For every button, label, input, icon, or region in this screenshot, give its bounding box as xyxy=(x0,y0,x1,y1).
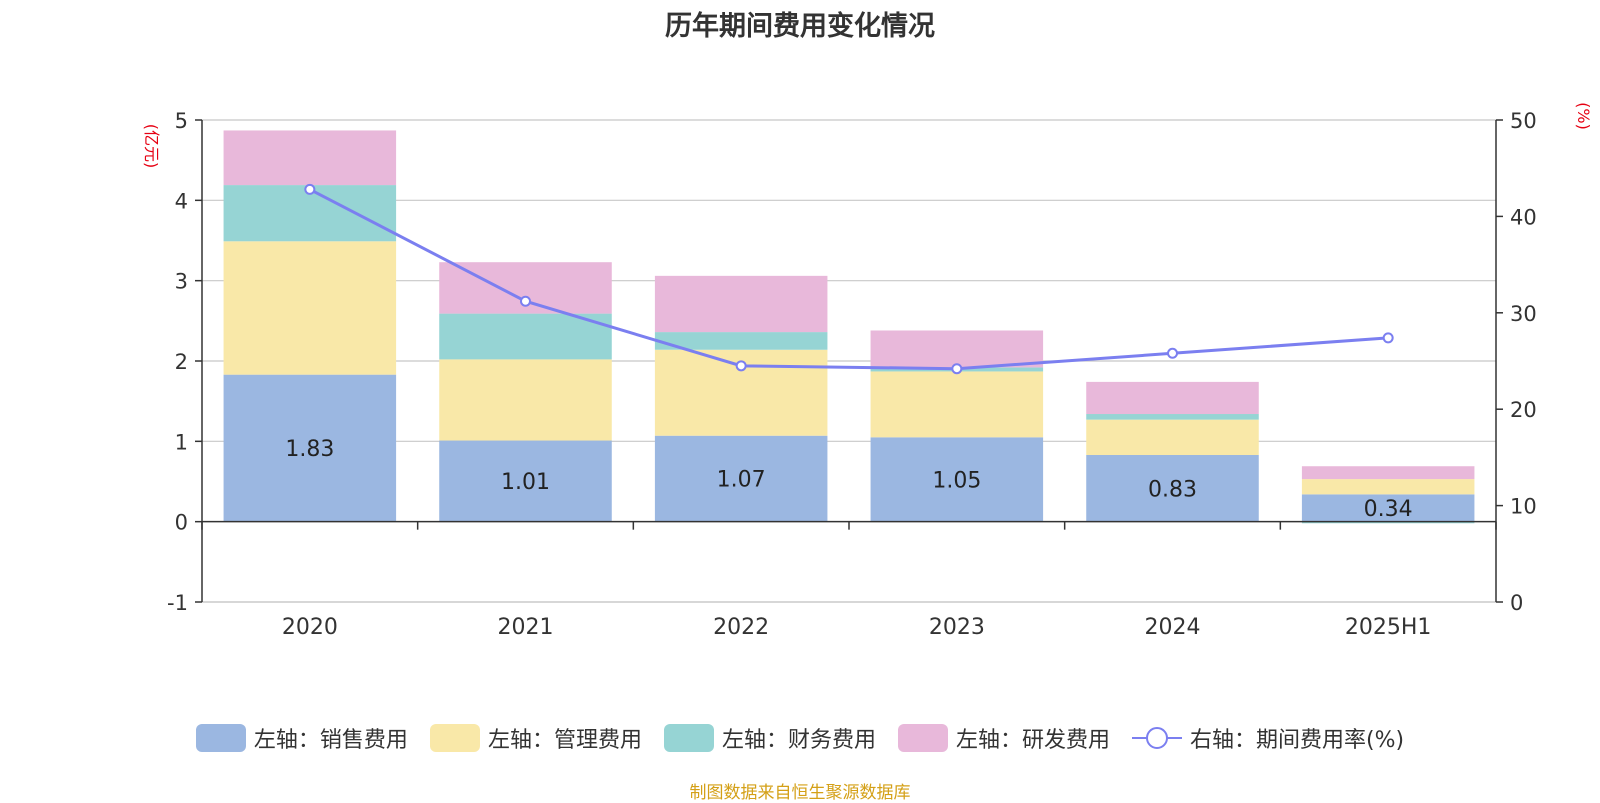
x-axis-tick-label: 2025H1 xyxy=(1345,615,1432,640)
left-axis-unit: (亿元) xyxy=(142,124,161,169)
x-axis-tick-label: 2020 xyxy=(282,615,338,640)
bar-2021-s1[interactable] xyxy=(439,359,612,441)
legend-item-rnd[interactable]: 左轴：研发费用 xyxy=(897,722,1110,754)
bar-2023-s0[interactable] xyxy=(870,437,1044,522)
bar-2025H1-s0[interactable] xyxy=(1301,494,1475,522)
rate-point-2023[interactable] xyxy=(951,363,963,375)
rate-point-2022[interactable] xyxy=(735,360,747,372)
right-axis-tick-label: 0 xyxy=(1510,591,1523,615)
data-label: 1.07 xyxy=(717,468,766,493)
left-axis-tick-label: 5 xyxy=(175,109,188,133)
grid-lines xyxy=(202,119,1496,603)
bar-2021-s2[interactable] xyxy=(439,313,612,360)
x-axis-tick-label: 2022 xyxy=(713,615,769,640)
right-axis-tick-label: 30 xyxy=(1510,302,1537,326)
right-axis-tick-label: 40 xyxy=(1510,205,1537,229)
bar-2022-s3[interactable] xyxy=(654,275,828,333)
left-axis-tick-label: -1 xyxy=(167,591,188,615)
left-axis-tick-label: 2 xyxy=(175,350,188,374)
legend-label-sales: 左轴：销售费用 xyxy=(253,728,408,753)
right-axis-tick-label: 50 xyxy=(1510,109,1537,133)
legend-label-rnd: 左轴：研发费用 xyxy=(955,728,1110,753)
bar-2025H1-s1[interactable] xyxy=(1301,479,1475,495)
bar-2021-s0[interactable] xyxy=(439,440,612,522)
bar-2020-s1[interactable] xyxy=(223,241,397,375)
rate-line-layer xyxy=(304,183,1394,375)
legend-item-rate[interactable]: 右轴：期间费用率(%) xyxy=(1131,722,1405,754)
legend-item-sales[interactable]: 左轴：销售费用 xyxy=(195,722,408,754)
bar-2025H1-s2[interactable] xyxy=(1301,521,1475,524)
bar-2020-s0[interactable] xyxy=(223,374,397,522)
bar-2020-s3[interactable] xyxy=(223,130,397,186)
legend-swatch-rnd xyxy=(897,724,948,752)
right-axis-unit: (%) xyxy=(1574,102,1593,130)
left-axis-tick-label: 4 xyxy=(175,189,188,213)
data-label: 0.83 xyxy=(1148,477,1197,502)
legend: 左轴：销售费用 左轴：管理费用 左轴：财务费用 左轴：研发费用 右轴：期间费用率… xyxy=(0,718,1600,758)
chart-title: 历年期间费用变化情况 xyxy=(665,11,935,42)
bar-2025H1-s3[interactable] xyxy=(1301,466,1475,480)
bar-2022-s0[interactable] xyxy=(654,435,828,522)
right-axis-tick-label: 20 xyxy=(1510,398,1537,422)
left-axis-tick-label: 1 xyxy=(175,430,188,454)
legend-label-rate: 右轴：期间费用率(%) xyxy=(1189,728,1405,753)
legend-line-marker-icon xyxy=(1131,727,1182,749)
bar-2024-s3[interactable] xyxy=(1086,381,1259,415)
legend-item-finance[interactable]: 左轴：财务费用 xyxy=(663,722,876,754)
x-axis-tick-label: 2024 xyxy=(1145,615,1201,640)
left-axis-tick-label: 3 xyxy=(175,270,188,294)
bar-2023-s1[interactable] xyxy=(870,371,1044,438)
source-note: 制图数据来自恒生聚源数据库 xyxy=(689,783,911,803)
legend-swatch-admin xyxy=(429,724,480,752)
legend-swatch-finance xyxy=(663,724,714,752)
rate-point-2020[interactable] xyxy=(304,183,316,195)
data-label-layer: 1.83 1.01 1.07 1.05 0.83 0.34 xyxy=(285,437,1412,522)
bar-2024-s1[interactable] xyxy=(1086,419,1259,455)
right-axis-tick-label: 10 xyxy=(1510,495,1537,519)
legend-label-finance: 左轴：财务费用 xyxy=(721,728,876,753)
x-axis-tick-label: 2021 xyxy=(498,615,554,640)
legend-label-admin: 左轴：管理费用 xyxy=(487,728,642,753)
left-axis-tick-label: 0 xyxy=(175,511,188,535)
legend-swatch-sales xyxy=(195,724,246,752)
bar-2022-s2[interactable] xyxy=(654,332,828,350)
rate-point-2021[interactable] xyxy=(520,295,531,307)
data-label: 1.83 xyxy=(285,437,334,462)
bar-layer xyxy=(223,130,1475,524)
x-axis-tick-label: 2023 xyxy=(929,615,985,640)
bar-2024-s0[interactable] xyxy=(1086,454,1259,522)
rate-point-2025H1[interactable] xyxy=(1382,332,1394,344)
bar-2023-s3[interactable] xyxy=(870,330,1044,368)
data-label: 1.05 xyxy=(932,468,981,493)
bar-2024-s2[interactable] xyxy=(1086,414,1259,420)
rate-line xyxy=(309,188,1389,371)
rate-point-2024[interactable] xyxy=(1167,347,1178,359)
legend-item-admin[interactable]: 左轴：管理费用 xyxy=(429,722,642,754)
data-label: 0.34 xyxy=(1364,497,1413,522)
data-label: 1.01 xyxy=(501,470,550,495)
